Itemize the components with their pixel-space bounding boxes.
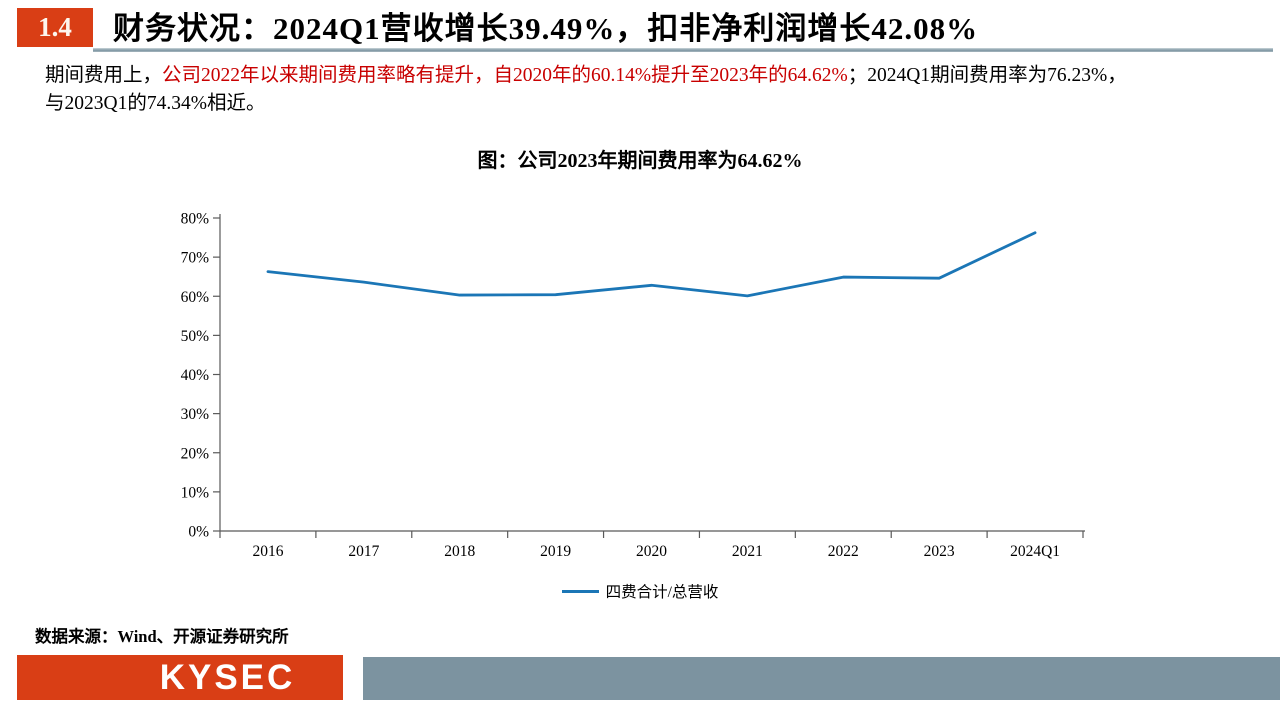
y-tick-label: 20% xyxy=(181,445,210,462)
x-tick-label: 2024Q1 xyxy=(1010,543,1060,560)
x-tick-label: 2018 xyxy=(444,543,475,560)
x-tick-label: 2016 xyxy=(252,543,283,560)
body-text: 与2023Q1的74.34%相近。 xyxy=(45,93,266,114)
emphasis-text: 公司2022年以来期间费用率略有提升，自2020年的60.14%提升至2023年… xyxy=(162,65,848,86)
x-tick-label: 2020 xyxy=(636,543,667,560)
chart-title: 图：公司2023年期间费用率为64.62% xyxy=(477,150,803,172)
paragraph-line: 与2023Q1的74.34%相近。 xyxy=(45,90,1245,118)
y-tick-label: 50% xyxy=(181,328,210,345)
legend-line-marker xyxy=(561,589,599,593)
paragraph-line: 期间费用上，公司2022年以来期间费用率略有提升，自2020年的60.14%提升… xyxy=(45,62,1245,90)
header-divider xyxy=(93,48,1273,52)
kysec-logo-text: KYSEC xyxy=(159,657,296,697)
y-tick-label: 0% xyxy=(188,524,209,541)
legend-label: 四费合计/总营收 xyxy=(605,584,719,601)
y-tick-label: 30% xyxy=(181,406,210,423)
y-tick-label: 80% xyxy=(181,211,210,228)
x-tick-label: 2021 xyxy=(732,543,763,560)
kysec-logo-bar: KYSEC xyxy=(17,655,343,700)
body-paragraph: 期间费用上，公司2022年以来期间费用率略有提升，自2020年的60.14%提升… xyxy=(45,62,1245,118)
y-tick-label: 70% xyxy=(181,250,210,267)
series-line xyxy=(266,231,1037,298)
x-tick-label: 2023 xyxy=(924,543,955,560)
x-tick-label: 2019 xyxy=(540,543,571,560)
y-tick-label: 40% xyxy=(181,367,210,384)
page-title: 财务状况：2024Q1营收增长39.49%，扣非净利润增长42.08% xyxy=(113,11,979,46)
footer-gray-bar xyxy=(363,657,1280,700)
x-tick-label: 2022 xyxy=(828,543,859,560)
y-tick-label: 10% xyxy=(181,484,210,501)
section-number-badge: 1.4 xyxy=(17,8,93,47)
body-text: 期间费用上， xyxy=(45,65,163,86)
x-tick-label: 2017 xyxy=(348,543,379,560)
chart-legend: 四费合计/总营收 xyxy=(0,580,1280,602)
y-tick-label: 60% xyxy=(181,289,210,306)
body-text: ；2024Q1期间费用率为76.23%， xyxy=(847,65,1127,86)
data-source-note: 数据来源：Wind、开源证券研究所 xyxy=(35,627,289,646)
